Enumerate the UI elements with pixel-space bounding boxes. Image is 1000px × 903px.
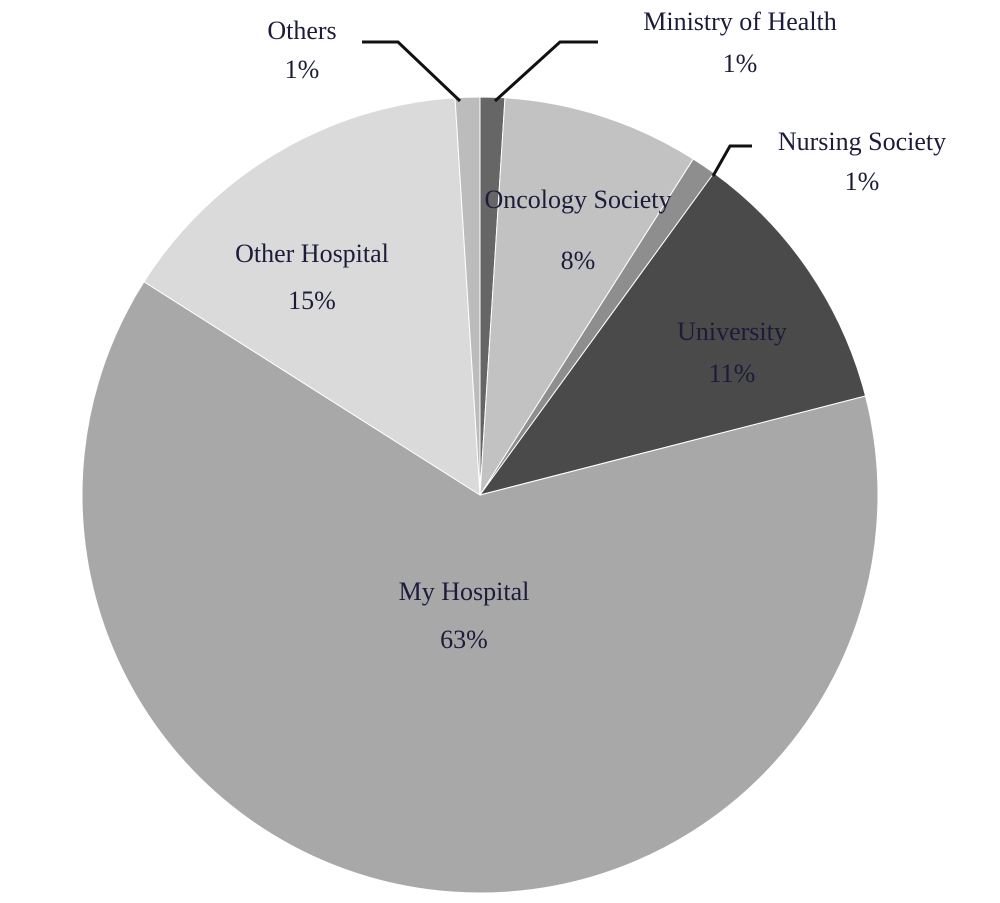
pie-slice bbox=[478, 172, 867, 496]
slice-value-label: 1% bbox=[285, 55, 320, 84]
pie-slice bbox=[81, 281, 879, 894]
slice-label: Nursing Society bbox=[778, 127, 946, 156]
slice-value-label: 1% bbox=[723, 49, 758, 78]
leader-line bbox=[711, 144, 752, 177]
slice-value-label: 1% bbox=[845, 167, 880, 196]
leader-line bbox=[362, 40, 462, 103]
slice-value-label: 11% bbox=[709, 359, 756, 388]
slice-label: Others bbox=[267, 16, 336, 45]
slice-label: Ministry of Health bbox=[643, 7, 837, 36]
slice-label: My Hospital bbox=[399, 577, 530, 606]
slice-label: Other Hospital bbox=[235, 239, 389, 268]
labels: Ministry of Health 1% Oncology Society 8% Nu… bbox=[235, 7, 946, 654]
slice-label: University bbox=[677, 317, 787, 346]
pie bbox=[81, 96, 879, 894]
slice-label: Oncology Society bbox=[484, 185, 671, 214]
slice-value-label: 8% bbox=[561, 246, 596, 275]
leader-line bbox=[493, 40, 598, 103]
pie-slice bbox=[143, 97, 481, 496]
pie-slice bbox=[479, 97, 694, 496]
slice-value-label: 63% bbox=[440, 625, 488, 654]
slice-value-label: 15% bbox=[288, 286, 336, 315]
